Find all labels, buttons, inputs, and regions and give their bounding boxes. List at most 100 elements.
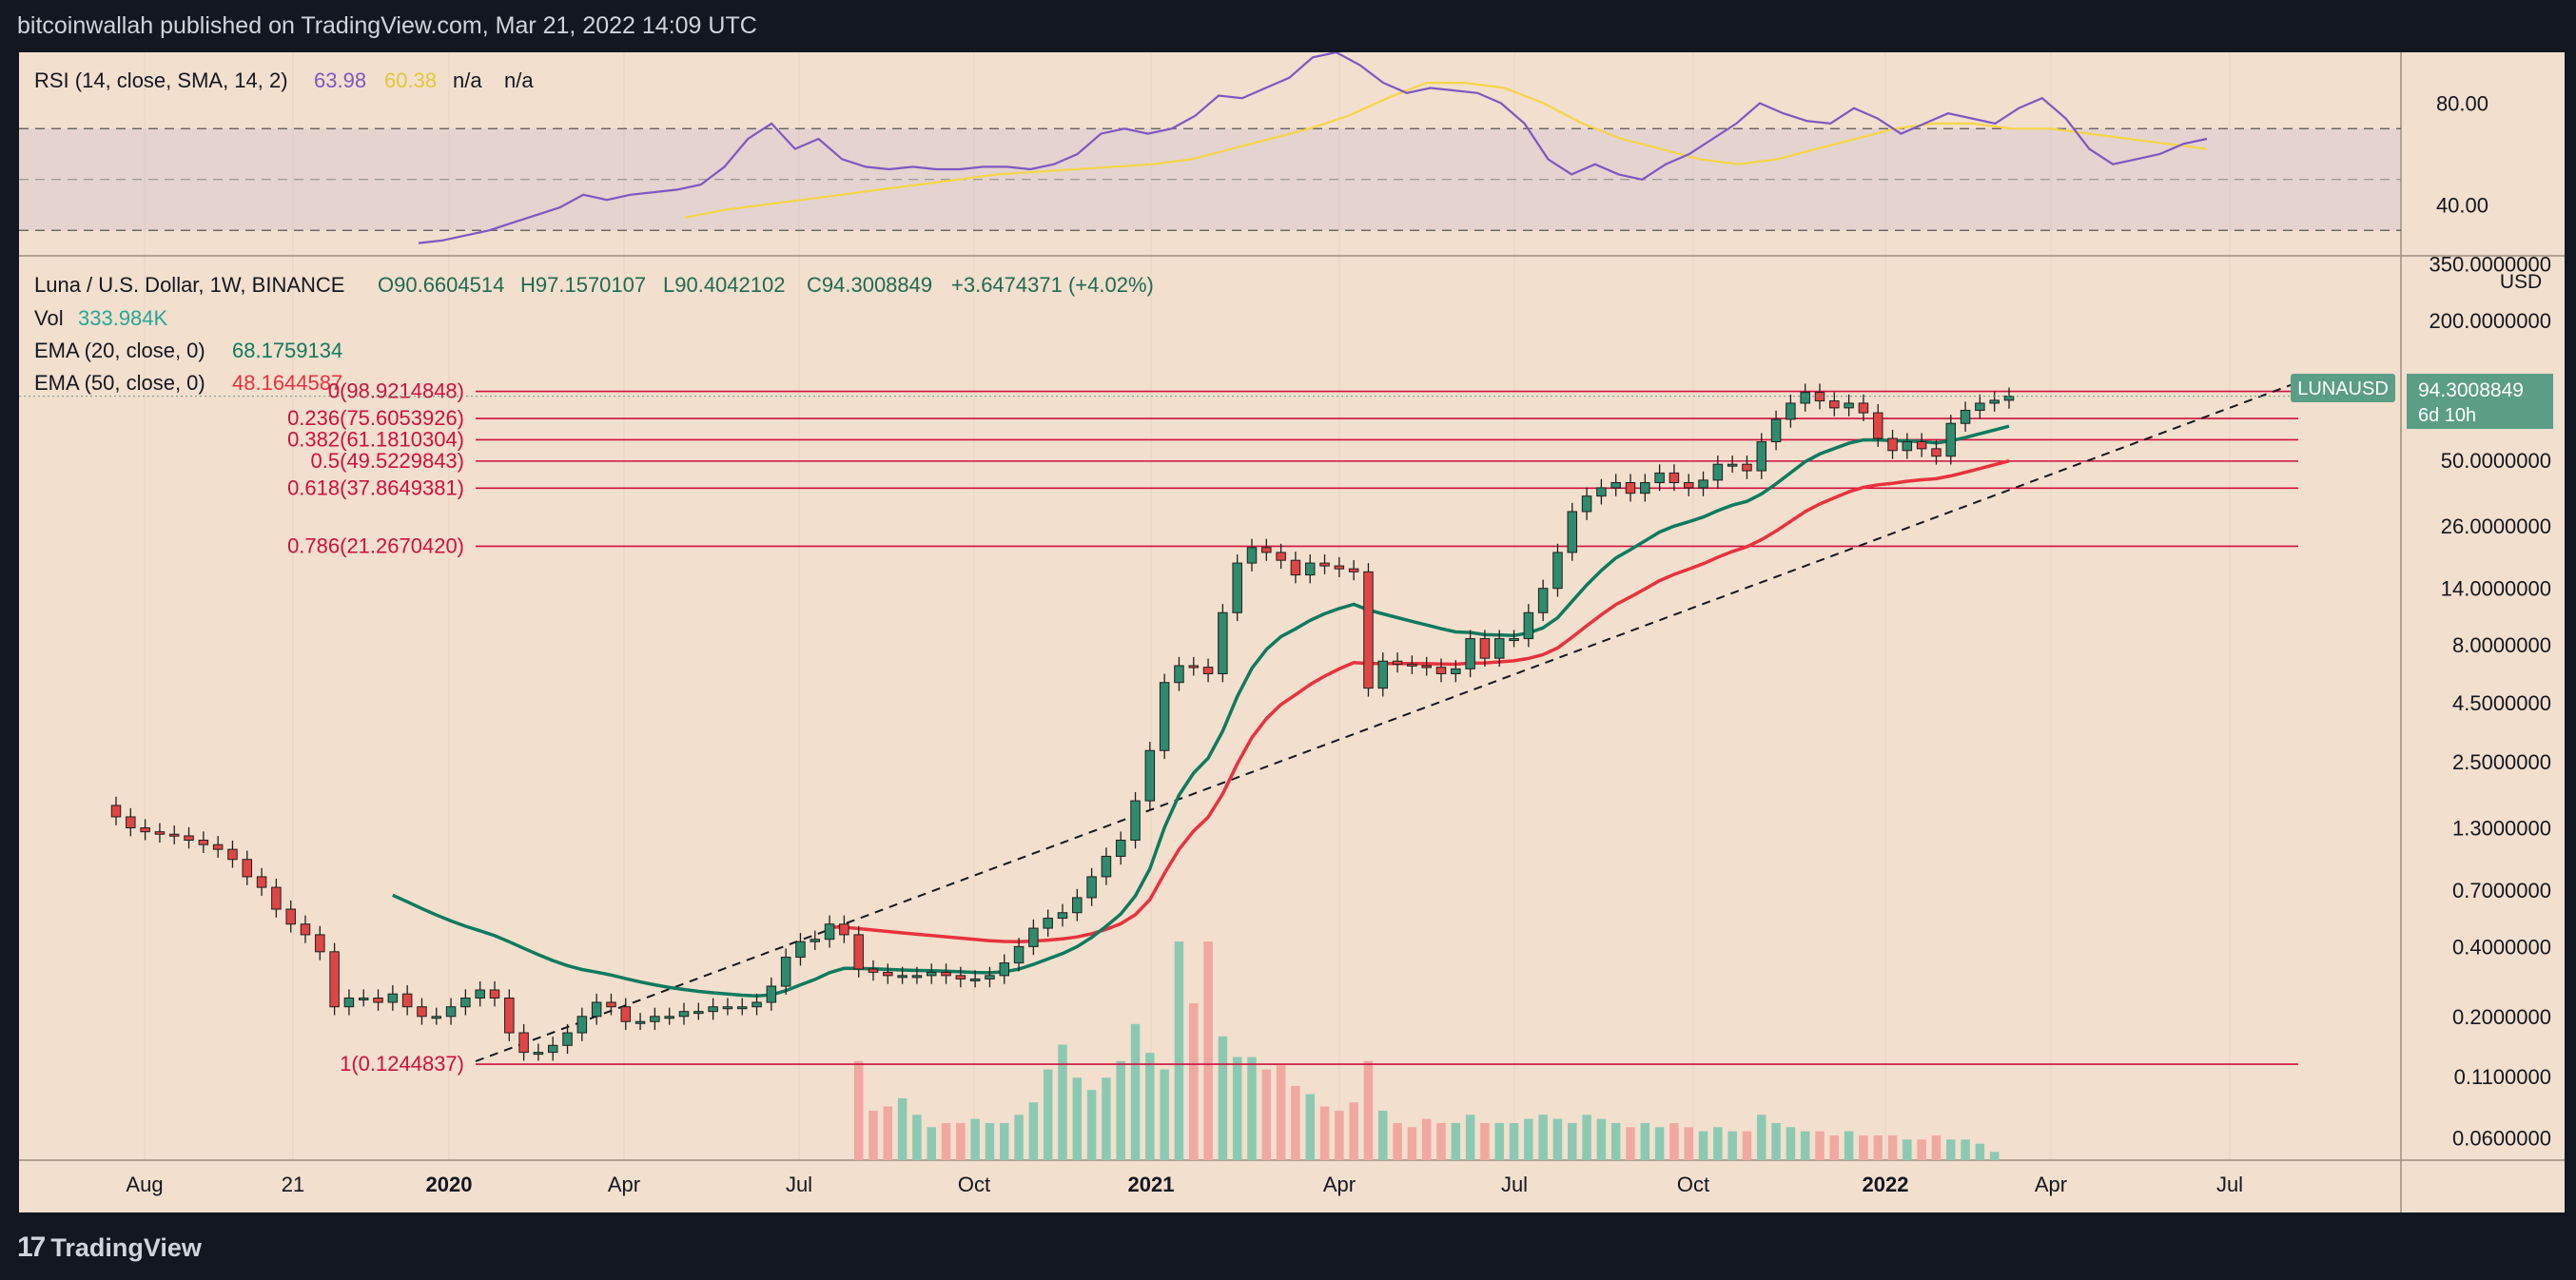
time-tick-label: Apr xyxy=(608,1173,640,1196)
candle xyxy=(1610,474,1621,496)
fib-retracement[interactable]: 0(98.9214848) 0.236(75.6053926)0.382(61.1… xyxy=(287,379,2298,1076)
volume-bar xyxy=(1378,1110,1388,1160)
candle xyxy=(1232,553,1242,622)
candle-body xyxy=(664,1016,674,1019)
candle-body xyxy=(547,1044,558,1054)
candle-body xyxy=(227,848,238,861)
candle xyxy=(1290,552,1301,584)
candle xyxy=(518,1023,529,1061)
volume-bar xyxy=(927,1127,936,1160)
chart-svg[interactable]: 80.00 40.00 RSI (14, close, SMA, 14, 2) 6… xyxy=(19,52,2565,1212)
candle-body xyxy=(1232,562,1242,613)
chart-area[interactable]: 80.00 40.00 RSI (14, close, SMA, 14, 2) 6… xyxy=(19,52,2565,1212)
candle-body xyxy=(766,985,777,1003)
candle-body xyxy=(751,1001,762,1008)
rsi-legend-label: RSI (14, close, SMA, 14, 2) xyxy=(34,68,288,92)
candle xyxy=(1479,630,1491,667)
candle-body xyxy=(1319,562,1330,567)
candlesticks[interactable] xyxy=(19,383,2291,1061)
candle-body xyxy=(1159,682,1170,751)
candle xyxy=(417,998,427,1025)
candle xyxy=(1727,456,1738,474)
candle xyxy=(1465,630,1475,678)
candle-body xyxy=(1334,565,1345,570)
candle-body xyxy=(1202,667,1214,674)
candle xyxy=(1509,630,1519,648)
time-axis[interactable]: Aug 21 2020 Apr Jul Oct 2021 Apr Jul Oct 2022 Apr Ju… xyxy=(126,1173,2243,1196)
rsi-pane[interactable]: 80.00 40.00 xyxy=(19,52,2488,244)
candle xyxy=(911,966,923,984)
volume-bar xyxy=(1160,1069,1169,1160)
candle xyxy=(693,1002,704,1020)
candle-body xyxy=(533,1052,544,1056)
candle xyxy=(140,819,150,841)
time-tick-label: Jul xyxy=(1501,1173,1528,1196)
candle-body xyxy=(1800,392,1810,404)
volume-bar xyxy=(1174,941,1184,1160)
candle-body xyxy=(1174,665,1184,684)
candle xyxy=(1537,579,1549,622)
candle xyxy=(1654,464,1665,492)
tradingview-logo[interactable]: 17 TradingView xyxy=(17,1232,202,1264)
candle-body xyxy=(999,962,1010,977)
rsi-legend-sma: 60.38 xyxy=(384,68,437,92)
candle xyxy=(1276,543,1286,570)
candle xyxy=(736,998,748,1016)
candle-body xyxy=(504,997,515,1034)
ohlc-high: H97.1570107 xyxy=(520,273,646,297)
candle xyxy=(999,954,1010,984)
volume-bar xyxy=(868,1110,878,1160)
candle-body xyxy=(1756,441,1767,472)
rsi-legend: RSI (14, close, SMA, 14, 2) 63.98 60.38 … xyxy=(34,68,534,92)
candle-body xyxy=(315,934,325,953)
candle-body xyxy=(1013,945,1025,964)
candle xyxy=(227,841,238,868)
fib-label: 0.618(37.8649381) xyxy=(287,475,464,499)
volume-bar xyxy=(1203,941,1213,1160)
candle-body xyxy=(562,1032,573,1046)
candle-body xyxy=(911,975,923,979)
candle xyxy=(1596,478,1607,505)
candle xyxy=(1742,456,1752,479)
symbol-title: Luna / U.S. Dollar, 1W, BINANCE xyxy=(34,273,344,297)
ema20-legend-value: 68.1759134 xyxy=(232,339,342,362)
candle xyxy=(285,900,296,933)
trendline[interactable] xyxy=(475,378,2307,1062)
candle xyxy=(1872,403,1883,447)
fib-label: 0.786(21.2670420) xyxy=(287,533,464,557)
candle xyxy=(606,993,616,1016)
rsi-legend-value: 63.98 xyxy=(314,68,366,92)
candle xyxy=(110,796,122,825)
volume-bar xyxy=(985,1122,995,1160)
volume-bar xyxy=(1276,1065,1286,1160)
candle-body xyxy=(1829,400,1840,409)
price-tick-label: 2.5000000 xyxy=(2452,750,2551,774)
candle-body xyxy=(1916,441,1927,450)
volume-bar xyxy=(1829,1135,1840,1160)
candle xyxy=(1086,867,1097,906)
candle-body xyxy=(387,993,399,1003)
time-tick-label: Aug xyxy=(126,1173,163,1196)
volume-bar xyxy=(1961,1139,1970,1160)
volume-bar xyxy=(1000,1122,1009,1160)
candle xyxy=(1101,847,1112,885)
candle xyxy=(1945,415,1957,465)
candle-body xyxy=(1407,663,1417,667)
candle-body xyxy=(126,816,136,829)
volume-bar xyxy=(1058,1044,1067,1160)
candle-body xyxy=(1567,511,1578,553)
volume-bar xyxy=(1757,1115,1766,1160)
candle-body xyxy=(460,997,471,1008)
candle-body xyxy=(1144,749,1156,802)
footer-bar: 17 TradingView xyxy=(0,1212,2576,1280)
volume-bar xyxy=(1421,1118,1432,1160)
candle xyxy=(1451,660,1461,683)
volume-bar xyxy=(1903,1139,1912,1160)
candle xyxy=(795,933,806,966)
candle xyxy=(969,970,981,988)
price-axis[interactable]: 350.0000000 200.0000000 50.0000000 26.00000… xyxy=(2430,253,2551,1151)
volume-bar xyxy=(1451,1122,1461,1160)
candle xyxy=(620,998,632,1031)
price-tick-label: 1.3000000 xyxy=(2452,817,2551,841)
vol-legend-label: Vol xyxy=(34,306,64,330)
